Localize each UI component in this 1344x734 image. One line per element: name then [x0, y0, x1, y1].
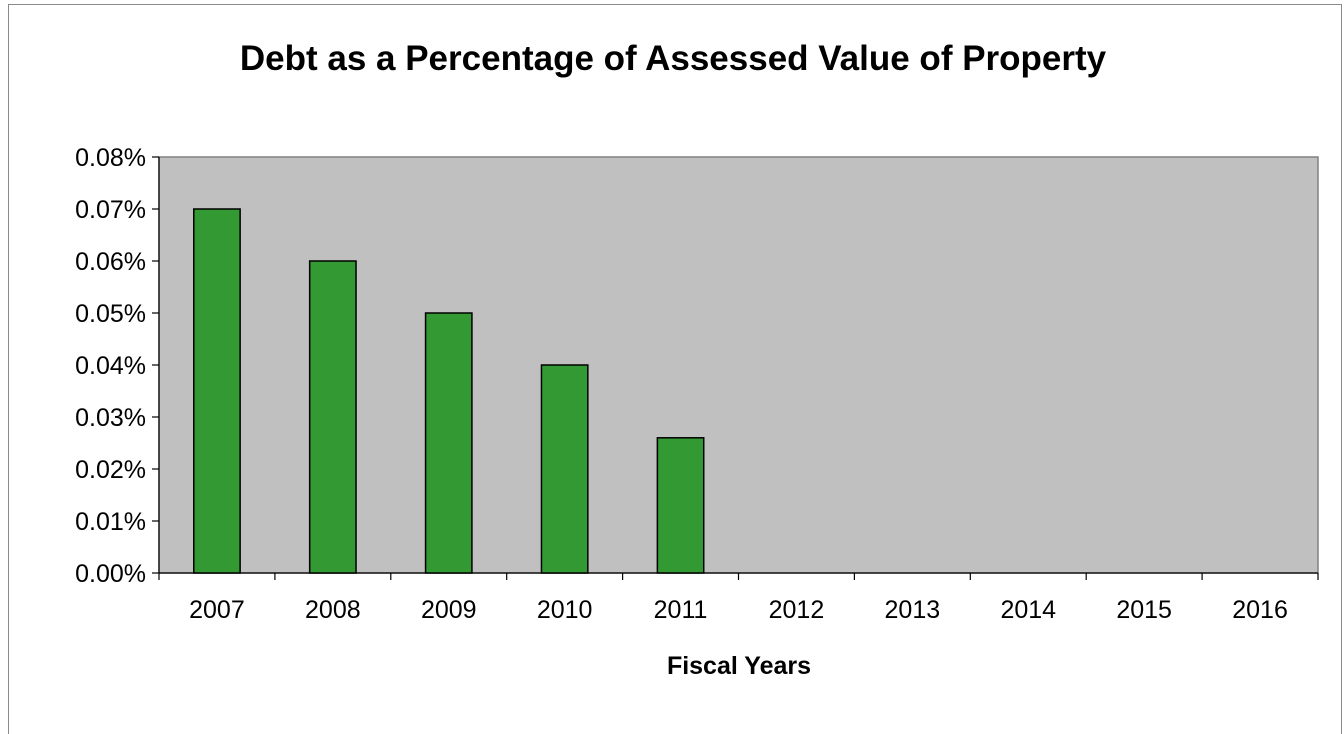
bar-2010: [540, 364, 589, 574]
x-tick-label: 2015: [1116, 596, 1172, 624]
y-tick-label: 0.05%: [75, 300, 146, 328]
y-tick-label: 0.02%: [75, 456, 146, 484]
x-tick-label: 2007: [189, 596, 245, 624]
x-tick-label: 2012: [769, 596, 825, 624]
y-tick-label: 0.07%: [75, 196, 146, 224]
y-tick-label: 0.00%: [75, 560, 146, 588]
x-axis-title: Fiscal Years: [667, 652, 811, 680]
x-tick-label: 2009: [421, 596, 477, 624]
x-axis: 2007 2008 2009 2010 2011 2012 2013 2014 2015 2016: [158, 572, 1319, 624]
x-tick-label: 2014: [1000, 596, 1056, 624]
bar-2007: [193, 208, 241, 574]
y-tick-label: 0.01%: [75, 508, 146, 536]
chart-title: Debt as a Percentage of Assessed Value o…: [240, 39, 1107, 78]
y-axis: 0.00% 0.01% 0.02% 0.03% 0.04% 0.05% 0.06% 0.07%…: [75, 144, 160, 588]
y-tick-label: 0.03%: [75, 404, 146, 432]
x-tick-label: 2011: [654, 596, 708, 624]
bar-chart: Debt as a Percentage of Assessed Value o…: [75, 39, 1319, 680]
x-tick-label: 2008: [305, 596, 361, 624]
bars: [193, 208, 705, 574]
bar-2009: [424, 312, 473, 574]
x-tick-label: 2013: [885, 596, 941, 624]
bar-2008: [308, 260, 357, 574]
y-tick-label: 0.06%: [75, 248, 146, 276]
x-tick-label: 2010: [537, 596, 593, 624]
y-tick-label: 0.04%: [75, 352, 146, 380]
bar-2011: [656, 437, 705, 574]
y-tick-label: 0.08%: [75, 144, 146, 172]
x-tick-label: 2016: [1232, 596, 1288, 624]
